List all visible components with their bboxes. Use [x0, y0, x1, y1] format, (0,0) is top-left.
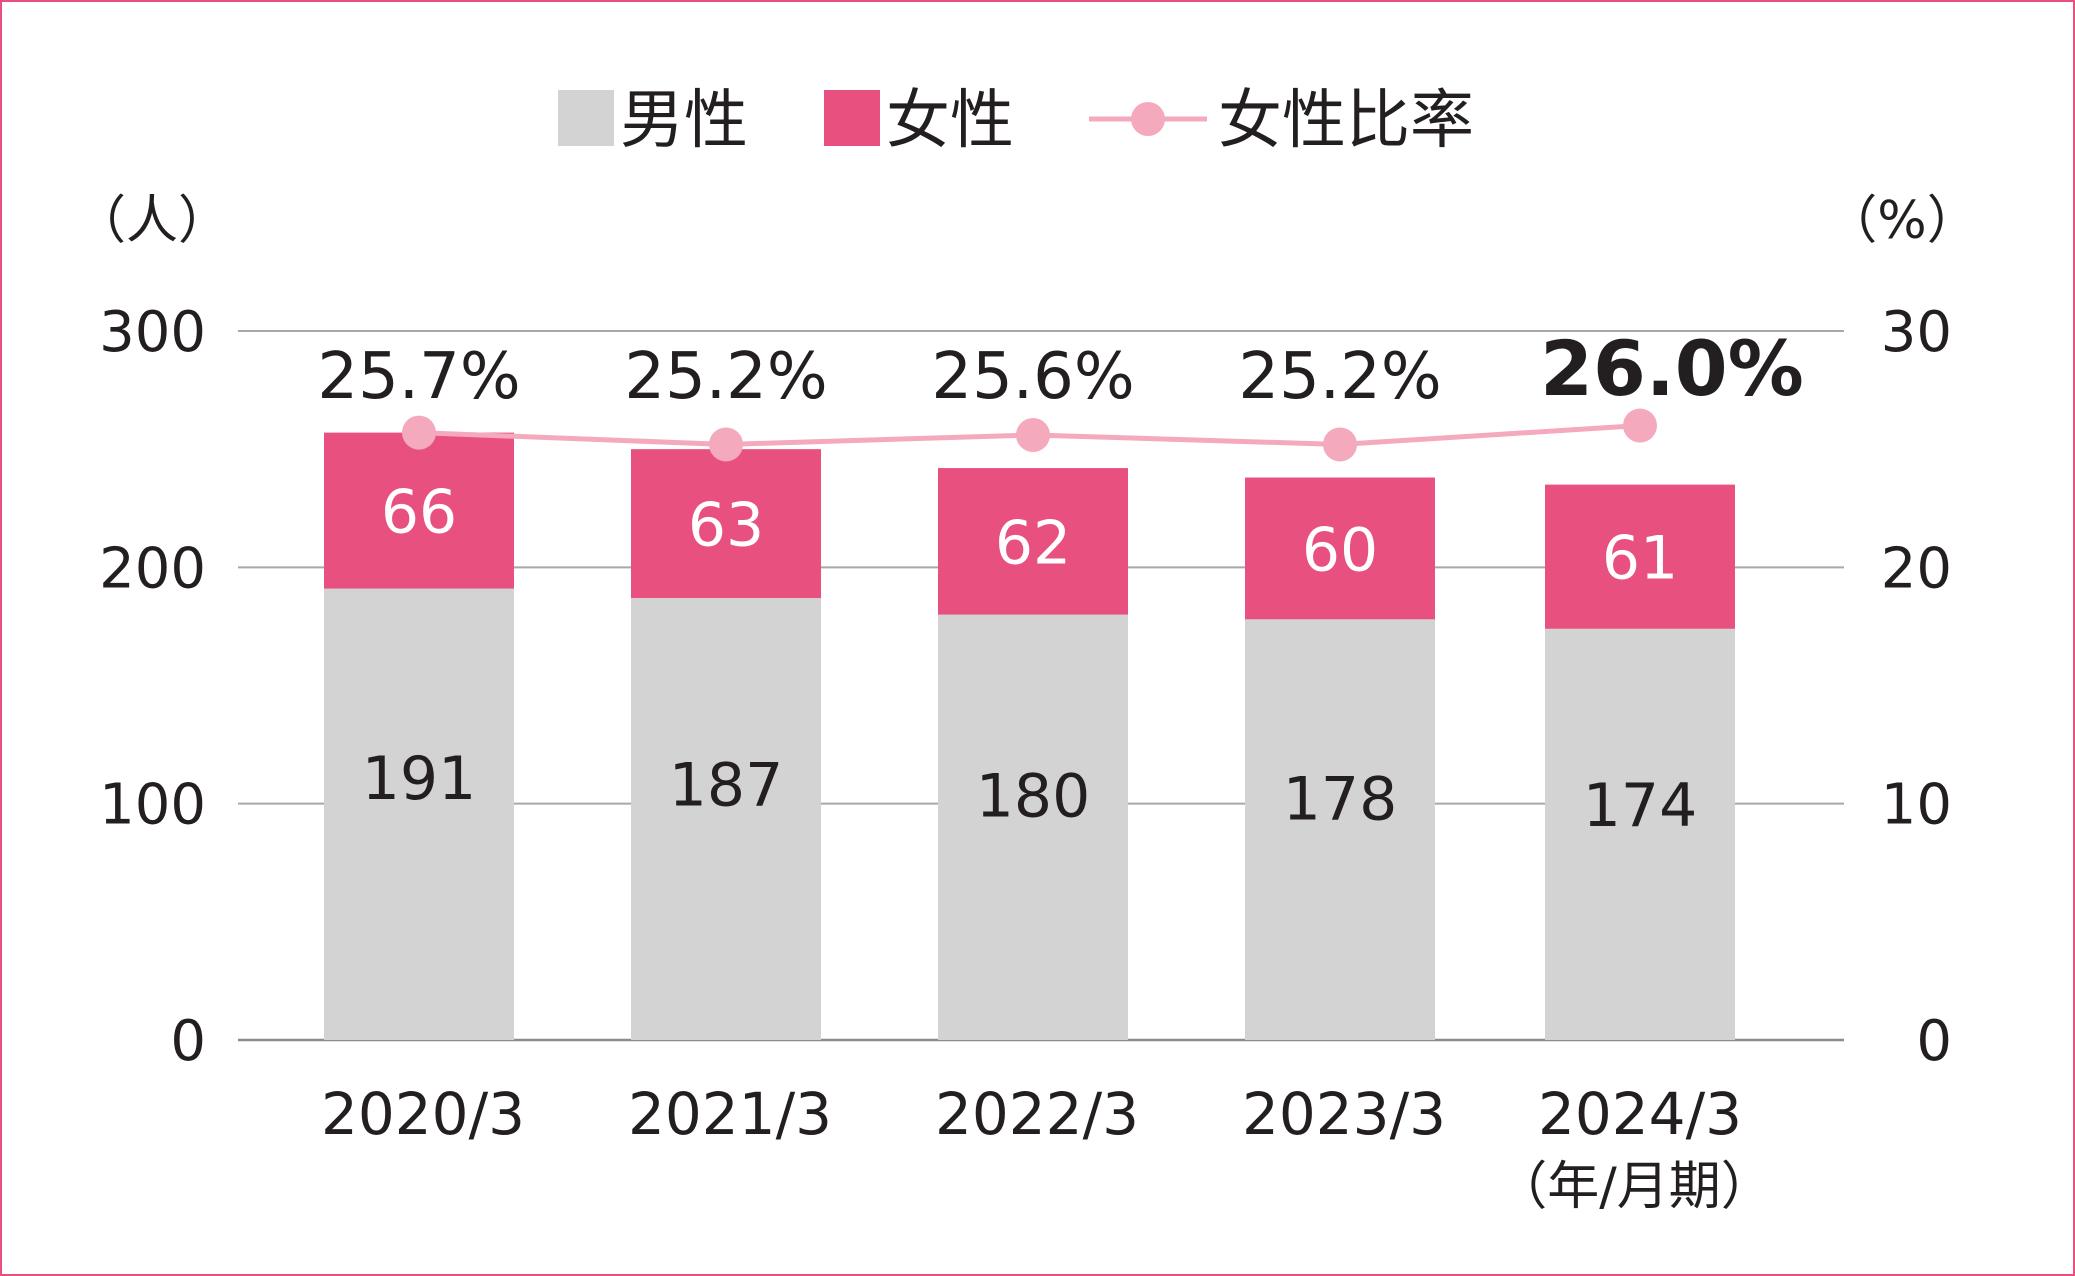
y-right-tick-label: 10 [1881, 773, 1952, 838]
y-right-tick-label: 0 [1916, 1009, 1952, 1074]
ratio-line [402, 408, 1657, 462]
male-value-label: 174 [1583, 771, 1698, 841]
ratio-point [402, 415, 436, 450]
bar-male [1545, 628, 1735, 1040]
bar-female [938, 468, 1128, 615]
bar-female [1245, 477, 1435, 620]
bar-male [938, 614, 1128, 1040]
bar-male [1245, 619, 1435, 1040]
female-value-label: 60 [1302, 515, 1378, 585]
x-tick-label: 2021/3 [628, 1080, 832, 1148]
ratio-point [1323, 427, 1357, 462]
legend-label-male: 男性 [620, 84, 748, 158]
ratio-point [1623, 408, 1657, 443]
ratio-value-label: 25.2% [624, 340, 827, 414]
y-left-tick-label: 0 [170, 1009, 206, 1074]
y-right-tick-label: 20 [1881, 536, 1952, 601]
male-value-label: 178 [1283, 765, 1398, 835]
bar-male [631, 598, 821, 1040]
x-unit-label: （年/月期） [1495, 1157, 1773, 1217]
ratio-value-label: 25.7% [317, 340, 520, 414]
y-left-tick-label: 200 [99, 536, 206, 601]
ratio-value-label: 25.6% [931, 340, 1134, 414]
bar-female [324, 432, 514, 589]
x-tick-label: 2024/3 [1538, 1080, 1742, 1148]
legend-marker-ratio [1131, 102, 1165, 136]
y-right-unit: （%） [1825, 191, 1978, 251]
legend: 男性 女性 女性比率 [558, 84, 1474, 158]
legend-label-female: 女性 [886, 84, 1014, 158]
bar-male [324, 588, 514, 1040]
female-value-label: 62 [995, 508, 1071, 578]
y-left-tick-label: 300 [99, 300, 206, 365]
legend-swatch-male [558, 90, 614, 146]
axes: 0 100 200 300 0 10 20 30 （人） （%） 2020/3 2021/3 2022/… [74, 191, 1979, 1217]
ratio-value-label: 26.0% [1540, 324, 1804, 413]
bars [324, 432, 1735, 1040]
ratio-value-label: 25.2% [1238, 340, 1441, 414]
y-left-tick-label: 100 [99, 773, 206, 838]
bar-female [631, 449, 821, 599]
female-value-label: 66 [381, 478, 457, 548]
data-labels: 191 66 187 63 180 62 178 60 174 61 25.7% 25.2% 25.6%… [317, 324, 1803, 841]
male-value-label: 180 [976, 761, 1091, 831]
x-tick-label: 2020/3 [321, 1080, 525, 1148]
female-value-label: 63 [688, 491, 764, 561]
y-right-tick-label: 30 [1881, 300, 1952, 365]
legend-swatch-female [824, 90, 880, 146]
x-tick-label: 2022/3 [935, 1080, 1139, 1148]
y-left-unit: （人） [74, 191, 230, 251]
legend-label-ratio: 女性比率 [1218, 84, 1474, 158]
x-tick-label: 2023/3 [1242, 1080, 1446, 1148]
male-value-label: 187 [669, 750, 784, 820]
bar-female [1545, 484, 1735, 629]
male-value-label: 191 [362, 744, 477, 814]
female-value-label: 61 [1602, 524, 1678, 594]
ratio-point [709, 427, 743, 462]
ratio-point [1016, 417, 1050, 452]
